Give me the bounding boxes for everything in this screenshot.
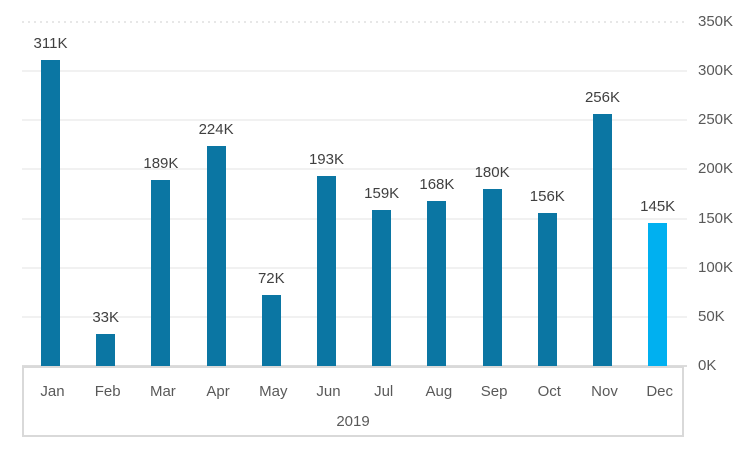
bar-feb[interactable] (96, 333, 116, 366)
y-tick-label: 300K (698, 62, 734, 80)
y-tick-label: 0K (698, 357, 717, 374)
x-tick-label-nov: Nov (591, 383, 618, 400)
y-tick-label: 150K (698, 209, 734, 227)
bar-value-label: 33K (92, 308, 120, 326)
bar-apr[interactable] (206, 145, 226, 366)
bar-value-label: 311K (33, 35, 68, 53)
bar-value-label: 145K (640, 198, 676, 216)
bar-value-label: 159K (364, 184, 400, 202)
y-tick-label: 50K (698, 307, 725, 325)
y-tick-label: 200K (698, 160, 734, 178)
x-axis-year-label: 2019 (336, 413, 370, 430)
bar-sep[interactable] (482, 189, 502, 366)
x-tick-label-apr: Apr (206, 383, 230, 400)
y-tick-label: 350K (698, 13, 734, 30)
bar-value-label: 256K (584, 89, 621, 107)
x-tick-label-aug: Aug (425, 383, 453, 400)
bar-value-label: 180K (474, 164, 510, 182)
gridline (22, 21, 687, 23)
bar-value-label: 189K (143, 155, 179, 173)
x-tick-label-jul: Jul (374, 383, 394, 400)
x-tick-label-jan: Jan (40, 383, 65, 400)
x-axis-box: Jan Feb Mar Apr May Jun Jul Aug Sep Oct Nov Dec 201… (22, 366, 684, 437)
x-tick-label-mar: Mar (149, 383, 176, 400)
bar-aug[interactable] (427, 200, 447, 366)
bar-value-label: 72K (257, 270, 285, 288)
bar-value-label: 224K (198, 120, 234, 138)
bar-oct[interactable] (537, 212, 557, 366)
bar-may[interactable] (261, 295, 281, 366)
gridline (22, 217, 687, 220)
bar-value-label: 193K (308, 151, 345, 169)
x-tick-label-jun: Jun (316, 383, 341, 400)
x-tick-label-dec: Dec (646, 383, 674, 400)
bar-nov[interactable] (593, 114, 612, 366)
bar-mar[interactable] (151, 180, 171, 366)
y-tick-label: 100K (698, 258, 734, 276)
x-tick-label-feb: Feb (94, 383, 121, 400)
bar-jun[interactable] (317, 176, 336, 366)
x-tick-label-may: May (259, 383, 288, 400)
x-tick-label-sep: Sep (480, 383, 508, 400)
x-tick-label-oct: Oct (537, 383, 561, 400)
bar-jul[interactable] (372, 209, 392, 366)
gridline (22, 168, 687, 171)
gridline (22, 266, 687, 269)
y-tick-label: 250K (698, 111, 734, 129)
bar-dec[interactable] (648, 223, 668, 366)
gridline (22, 315, 687, 318)
gridline (22, 119, 687, 122)
gridline (22, 70, 687, 73)
bar-jan[interactable] (41, 60, 60, 366)
bar-value-label: 168K (419, 175, 455, 193)
bar-value-label: 156K (529, 187, 565, 205)
